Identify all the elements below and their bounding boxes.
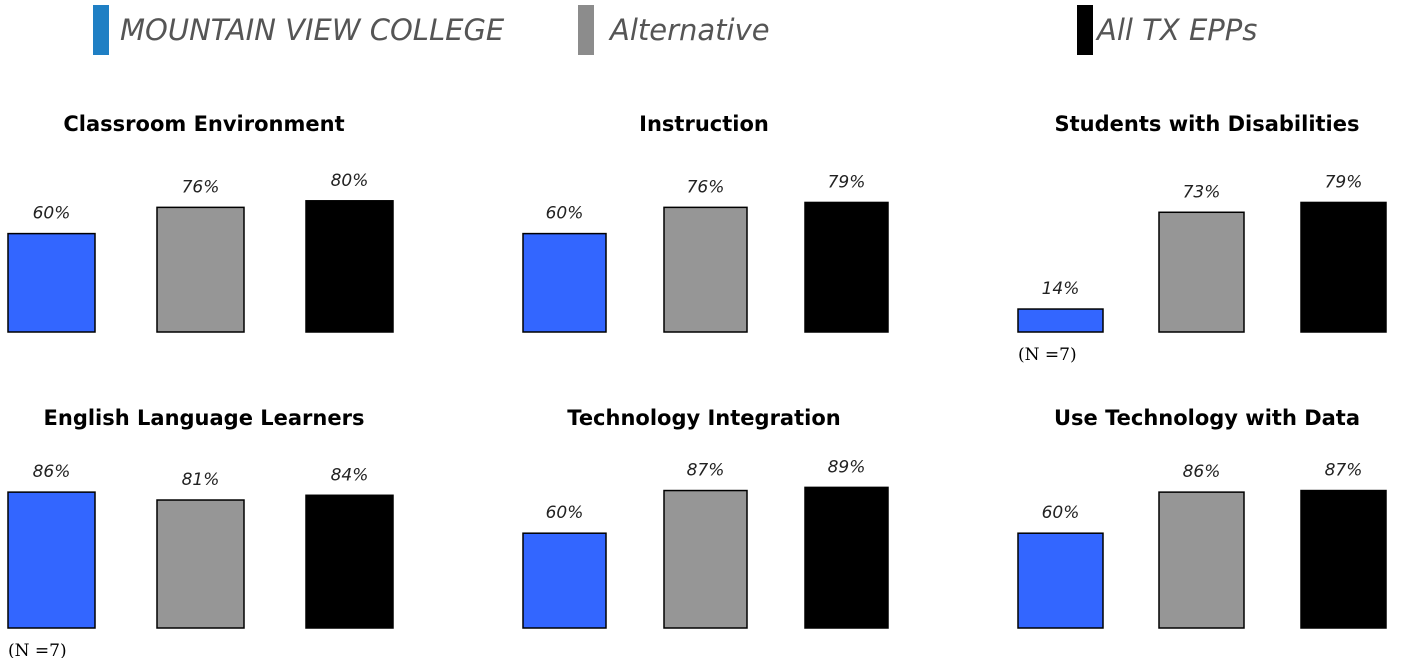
legend: MOUNTAIN VIEW COLLEGE Alternative All TX…: [93, 5, 1257, 55]
bar-all-tx-epps: [1300, 201, 1387, 333]
chart-panel: Students with Disabilities 14% 73% 79% (N =7…: [1017, 112, 1387, 365]
bar-alternative: [663, 206, 748, 333]
panel-title: Technology Integration: [567, 406, 840, 430]
legend-label-alternative: Alternative: [608, 13, 770, 47]
legend-label-program: MOUNTAIN VIEW COLLEGE: [120, 13, 505, 47]
data-label-all-tx-epps: 89%: [828, 457, 866, 477]
data-label-all-tx-epps: 87%: [1325, 461, 1363, 481]
bar-all-tx-epps: [1300, 489, 1387, 629]
data-label-alternative: 81%: [182, 470, 220, 490]
data-label-alternative: 76%: [687, 177, 725, 197]
bar-all-tx-epps: [804, 486, 889, 629]
data-label-program: 14%: [1042, 279, 1080, 299]
data-label-alternative: 87%: [687, 461, 725, 481]
panel-title: Students with Disabilities: [1055, 112, 1360, 136]
bar-program: [1017, 532, 1104, 629]
bar-all-tx-epps: [305, 494, 394, 629]
panel-title: English Language Learners: [44, 406, 365, 430]
bar-program: [7, 232, 96, 333]
data-label-program: 60%: [1042, 503, 1080, 523]
bar-alternative: [1158, 491, 1245, 629]
bar-alternative: [1158, 211, 1245, 333]
data-label-all-tx-epps: 79%: [1325, 172, 1363, 192]
panel-title: Instruction: [639, 112, 769, 136]
panel-title: Use Technology with Data: [1054, 406, 1360, 430]
data-label-alternative: 73%: [1183, 182, 1221, 202]
sample-size-note: (N =7): [1018, 345, 1077, 365]
chart-panel: Classroom Environment 60% 76% 80%: [7, 112, 394, 333]
panel-title: Classroom Environment: [63, 112, 344, 136]
data-label-program: 60%: [546, 503, 584, 523]
bar-all-tx-epps: [305, 200, 394, 333]
bar-alternative: [156, 499, 245, 629]
chart-panel: Instruction 60% 76% 79%: [522, 112, 889, 333]
data-label-all-tx-epps: 79%: [828, 172, 866, 192]
data-label-all-tx-epps: 80%: [331, 171, 369, 191]
legend-label-all-tx-epps: All TX EPPs: [1095, 13, 1257, 47]
bar-program: [1017, 308, 1104, 333]
chart-panel: Technology Integration 60% 87% 89%: [522, 406, 889, 629]
legend-swatch-program: [93, 5, 109, 55]
sample-size-note: (N =7): [8, 641, 67, 658]
data-label-program: 60%: [33, 204, 71, 224]
chart-panel: English Language Learners 86% 81% 84% (N =7): [7, 406, 394, 658]
bar-program: [522, 232, 607, 333]
legend-swatch-alternative: [578, 5, 594, 55]
bar-alternative: [663, 489, 748, 629]
data-label-alternative: 76%: [182, 177, 220, 197]
chart-panel: Use Technology with Data 60% 86% 87%: [1017, 406, 1387, 629]
bar-program: [522, 532, 607, 629]
bar-alternative: [156, 206, 245, 333]
data-label-alternative: 86%: [1183, 462, 1221, 482]
data-label-all-tx-epps: 84%: [331, 465, 369, 485]
legend-swatch-all-tx-epps: [1077, 5, 1093, 55]
data-label-program: 86%: [33, 462, 71, 482]
chart-panels: Classroom Environment 60% 76% 80% Instructio…: [7, 112, 1387, 658]
bar-program: [7, 491, 96, 629]
bar-all-tx-epps: [804, 201, 889, 333]
data-label-program: 60%: [546, 204, 584, 224]
